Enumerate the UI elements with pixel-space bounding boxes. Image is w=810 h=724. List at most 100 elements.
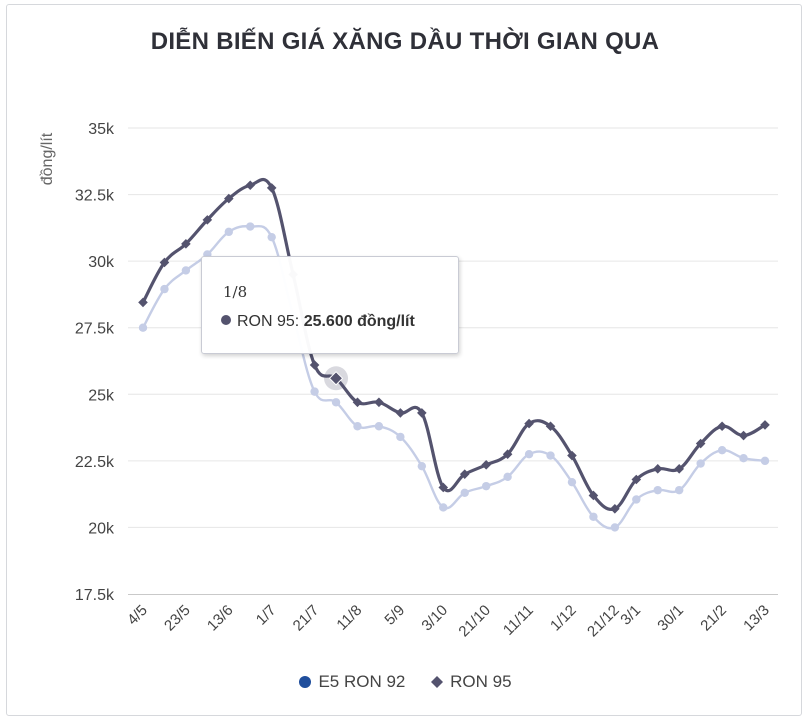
data-point-e5-ron-92[interactable]	[524, 450, 534, 459]
x-tick-label: 21/10	[455, 602, 494, 641]
data-point-ron-95[interactable]	[395, 408, 406, 418]
data-point-e5-ron-92[interactable]	[653, 485, 662, 495]
data-point-ron-95[interactable]	[202, 215, 213, 225]
data-point-e5-ron-92[interactable]	[717, 446, 727, 455]
data-point-ron-95[interactable]	[738, 430, 749, 441]
hover-point[interactable]	[328, 371, 344, 386]
data-point-ron-95[interactable]	[631, 474, 642, 485]
data-point-e5-ron-92[interactable]	[396, 432, 405, 442]
legend-label-e5-ron-92: E5 RON 92	[318, 672, 406, 691]
data-point-ron-95[interactable]	[159, 257, 170, 268]
y-tick-label: 30k	[88, 254, 115, 271]
x-tick-label: 3/1	[617, 602, 644, 629]
data-point-ron-95[interactable]	[459, 469, 470, 479]
tooltip-series-name: RON 95	[237, 313, 295, 330]
data-point-ron-95[interactable]	[502, 449, 513, 459]
data-point-ron-95[interactable]	[567, 450, 577, 461]
data-point-ron-95[interactable]	[223, 193, 234, 204]
legend-item-ron-95[interactable]: RON 95	[430, 672, 512, 692]
data-point-e5-ron-92[interactable]	[224, 227, 233, 237]
x-tick-label: 21/12	[584, 602, 623, 641]
y-tick-label: 35k	[88, 121, 115, 138]
x-tick-label: 4/5	[124, 602, 151, 629]
series-layer	[138, 177, 770, 532]
data-point-ron-95[interactable]	[674, 464, 685, 474]
data-point-e5-ron-92[interactable]	[567, 477, 577, 487]
chart-title: DIỄN BIẾN GIÁ XĂNG DẦU THỜI GIAN QUA	[150, 28, 660, 55]
data-point-ron-95[interactable]	[309, 360, 320, 370]
x-tick-label: 11/8	[333, 602, 365, 634]
diamond-marker-icon	[431, 676, 444, 688]
x-tick-label: 30/1	[654, 602, 687, 635]
x-tick-label: 1/12	[547, 602, 580, 635]
data-point-e5-ron-92[interactable]	[160, 284, 169, 294]
data-point-e5-ron-92[interactable]	[417, 461, 427, 471]
data-point-e5-ron-92[interactable]	[546, 451, 555, 460]
data-point-e5-ron-92[interactable]	[374, 422, 384, 431]
data-point-ron-95[interactable]	[417, 408, 427, 418]
data-point-e5-ron-92[interactable]	[246, 222, 255, 231]
tooltip-date: 1/8	[223, 283, 248, 301]
data-point-ron-95[interactable]	[524, 418, 534, 429]
data-point-e5-ron-92[interactable]	[760, 456, 770, 466]
data-point-ron-95[interactable]	[352, 397, 363, 408]
data-point-ron-95[interactable]	[717, 421, 727, 432]
data-point-ron-95[interactable]	[652, 464, 663, 474]
data-point-ron-95[interactable]	[138, 297, 148, 308]
tooltip-row: RON 95: 25.600 đồng/lít	[221, 313, 415, 331]
x-tick-label: 3/10	[418, 602, 451, 635]
tooltip: 1/8 RON 95: 25.600 đồng/lít	[201, 256, 459, 354]
data-point-e5-ron-92[interactable]	[181, 266, 191, 275]
data-point-ron-95[interactable]	[181, 239, 191, 249]
data-point-e5-ron-92[interactable]	[610, 523, 620, 532]
data-point-e5-ron-92[interactable]	[696, 459, 705, 468]
data-point-e5-ron-92[interactable]	[589, 512, 598, 521]
data-point-ron-95[interactable]	[588, 490, 599, 501]
legend-item-e5-ron-92[interactable]: E5 RON 92	[298, 672, 405, 692]
y-axis-ticks: 17.5k 20k 22.5k 25k 27.5k 30k 32.5k 35k	[75, 121, 115, 604]
tooltip-series-dot	[221, 315, 231, 325]
data-point-ron-95[interactable]	[438, 482, 449, 493]
data-point-e5-ron-92[interactable]	[632, 495, 641, 504]
data-point-e5-ron-92[interactable]	[481, 481, 491, 491]
x-tick-label: 1/7	[253, 602, 280, 629]
data-point-ron-95[interactable]	[695, 438, 706, 449]
data-point-ron-95[interactable]	[760, 420, 770, 430]
x-tick-label: 13/3	[740, 602, 773, 635]
data-point-e5-ron-92[interactable]	[353, 422, 362, 431]
data-point-ron-95[interactable]	[481, 460, 491, 470]
y-tick-label: 25k	[88, 387, 115, 404]
x-tick-label: 5/9	[381, 602, 408, 629]
x-tick-label: 11/11	[500, 602, 537, 639]
data-point-e5-ron-92[interactable]	[460, 488, 469, 498]
data-point-ron-95[interactable]	[545, 421, 556, 432]
data-point-e5-ron-92[interactable]	[267, 232, 276, 242]
tooltip-value: 25.600 đồng/lít	[303, 313, 415, 330]
y-tick-label: 32.5k	[75, 188, 115, 205]
circle-marker-icon	[299, 676, 312, 688]
y-tick-label: 17.5k	[75, 587, 115, 604]
y-tick-label: 27.5k	[75, 321, 115, 338]
data-point-e5-ron-92[interactable]	[138, 323, 148, 332]
x-tick-label: 23/5	[161, 602, 194, 635]
y-tick-label: 22.5k	[75, 454, 115, 471]
data-point-e5-ron-92[interactable]	[739, 453, 748, 463]
data-point-e5-ron-92[interactable]	[439, 503, 448, 512]
hover-marker-layer	[324, 366, 349, 391]
data-point-e5-ron-92[interactable]	[503, 472, 512, 482]
data-point-ron-95[interactable]	[610, 503, 620, 514]
data-point-ron-95[interactable]	[266, 183, 277, 193]
data-point-e5-ron-92[interactable]	[331, 398, 341, 407]
x-tick-label: 13/6	[204, 602, 237, 635]
x-axis-ticks: 4/5 23/5 13/6 1/7 21/7 11/8 5/9 3/10 21/10 11/11 1…	[124, 602, 773, 641]
x-tick-label: 21/7	[290, 602, 323, 635]
tooltip-separator: :	[294, 313, 304, 330]
legend-label-ron-95: RON 95	[450, 672, 512, 691]
data-point-ron-95[interactable]	[374, 397, 384, 408]
data-point-e5-ron-92[interactable]	[310, 387, 319, 396]
data-point-e5-ron-92[interactable]	[675, 485, 684, 495]
y-axis-label: đồng/lít	[39, 132, 56, 185]
data-point-ron-95[interactable]	[245, 180, 256, 191]
legend: E5 RON 92 RON 95	[0, 672, 810, 694]
